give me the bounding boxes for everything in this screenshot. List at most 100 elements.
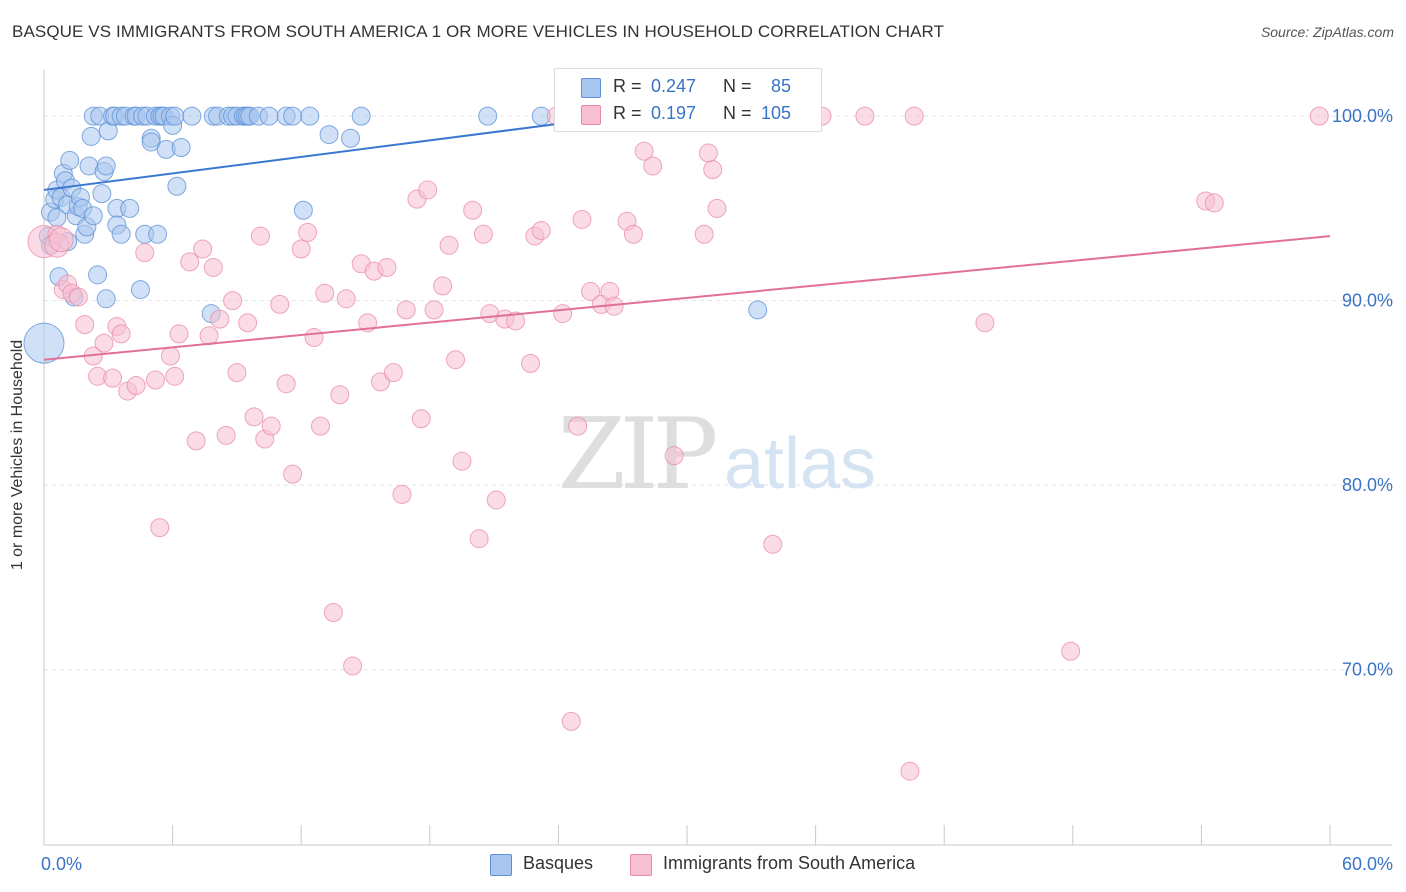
immigrants-point: [111, 324, 131, 344]
immigrants-point: [623, 224, 643, 244]
immigrants-point: [238, 313, 258, 333]
immigrants-point: [371, 372, 391, 392]
basques-point: [300, 106, 320, 126]
series-swatch-immigrants: [630, 854, 652, 876]
immigrants-point: [103, 368, 123, 388]
basques-point: [23, 322, 65, 364]
basques-point: [88, 265, 108, 285]
basques-point: [171, 138, 191, 157]
basques-point: [120, 198, 140, 218]
basques-point: [96, 289, 116, 309]
basques-point: [148, 224, 168, 244]
immigrants-point: [203, 257, 223, 277]
immigrants-point: [244, 407, 264, 427]
immigrants-point: [250, 226, 270, 246]
immigrants-point: [223, 291, 243, 311]
immigrants-point: [94, 333, 114, 353]
immigrants-point: [330, 385, 350, 405]
immigrants-point: [634, 141, 654, 161]
immigrants-point: [433, 276, 453, 296]
immigrants-point: [216, 425, 236, 445]
immigrants-point: [227, 363, 247, 383]
source-credit: Source: ZipAtlas.com: [1260, 24, 1394, 40]
immigrants-point: [553, 304, 573, 324]
immigrants-point: [75, 315, 95, 335]
immigrants-point: [261, 416, 281, 436]
x-tick-label: 0.0%: [41, 854, 82, 874]
y-tick-labels: 100.0% 90.0% 80.0% 70.0%: [1332, 106, 1393, 680]
basques-point: [141, 132, 161, 152]
immigrants-point: [392, 484, 412, 504]
immigrants-point: [698, 143, 718, 163]
immigrants-point: [486, 490, 506, 510]
immigrants-point: [424, 300, 444, 320]
immigrants-point: [169, 324, 189, 344]
immigrants-point: [694, 224, 714, 244]
basques-point: [96, 156, 116, 176]
x-tick-labels: 0.0% 60.0%: [41, 854, 1393, 874]
watermark: ZIP atlas: [558, 398, 876, 512]
immigrants-point: [568, 416, 588, 436]
legend-r-label: R =: [613, 76, 642, 96]
basques-point: [283, 106, 303, 126]
basques-point: [319, 125, 339, 145]
immigrants-point: [975, 313, 995, 333]
y-tick-label: 80.0%: [1342, 475, 1393, 495]
immigrants-point: [48, 227, 74, 253]
series-swatch-basques: [490, 854, 512, 876]
immigrants-point: [270, 294, 290, 314]
immigrants-point: [210, 309, 230, 329]
legend-r-value: 0.247: [651, 76, 697, 96]
immigrants-point: [291, 239, 311, 259]
immigrants-point: [68, 287, 88, 307]
immigrants-point: [298, 222, 318, 242]
immigrants-point: [506, 311, 526, 331]
basques-point: [165, 106, 185, 126]
immigrants-point: [1204, 193, 1224, 213]
immigrants-point: [315, 283, 335, 303]
chart-title: BASQUE VS IMMIGRANTS FROM SOUTH AMERICA …: [12, 22, 945, 41]
immigrants-point: [150, 518, 170, 538]
immigrants-point: [193, 239, 213, 259]
immigrants-point: [336, 289, 356, 309]
immigrants-point: [145, 370, 165, 390]
immigrants-point: [469, 529, 489, 549]
immigrants-point: [418, 180, 438, 200]
basques-point: [167, 176, 187, 196]
immigrants-point: [180, 252, 200, 272]
basques-points: [23, 106, 768, 364]
immigrants-point: [643, 156, 663, 176]
immigrants-point: [1061, 641, 1081, 661]
legend-n-label: N =: [723, 76, 752, 96]
immigrants-point: [396, 300, 416, 320]
x-tick-label: 60.0%: [1342, 854, 1393, 874]
immigrants-point: [439, 235, 459, 255]
immigrants-point: [452, 451, 472, 471]
immigrants-point: [310, 416, 330, 436]
immigrants-point: [463, 200, 483, 220]
immigrants-point: [561, 711, 581, 731]
immigrants-point: [186, 431, 206, 451]
immigrants-point: [446, 350, 466, 370]
immigrants-point: [473, 224, 493, 244]
basques-point: [83, 206, 103, 226]
basques-point: [478, 106, 498, 126]
legend-n-value: 105: [761, 103, 792, 123]
immigrants-points: [27, 106, 1329, 781]
basques-point: [748, 300, 768, 320]
immigrants-point: [383, 363, 403, 383]
legend-n-label: N =: [723, 103, 752, 123]
y-tick-label: 100.0%: [1332, 106, 1393, 126]
y-axis-title: 1 or more Vehicles in Household: [9, 339, 26, 571]
immigrants-point: [199, 326, 219, 346]
immigrants-point: [572, 209, 592, 229]
basques-point: [111, 224, 131, 244]
legend-swatch-basques: [581, 78, 601, 98]
immigrants-point: [276, 374, 296, 394]
immigrants-point: [904, 106, 924, 126]
trend-lines: [43, 96, 1331, 361]
immigrants-point: [165, 366, 185, 386]
immigrants-point: [707, 198, 727, 218]
immigrants-point: [581, 281, 601, 301]
